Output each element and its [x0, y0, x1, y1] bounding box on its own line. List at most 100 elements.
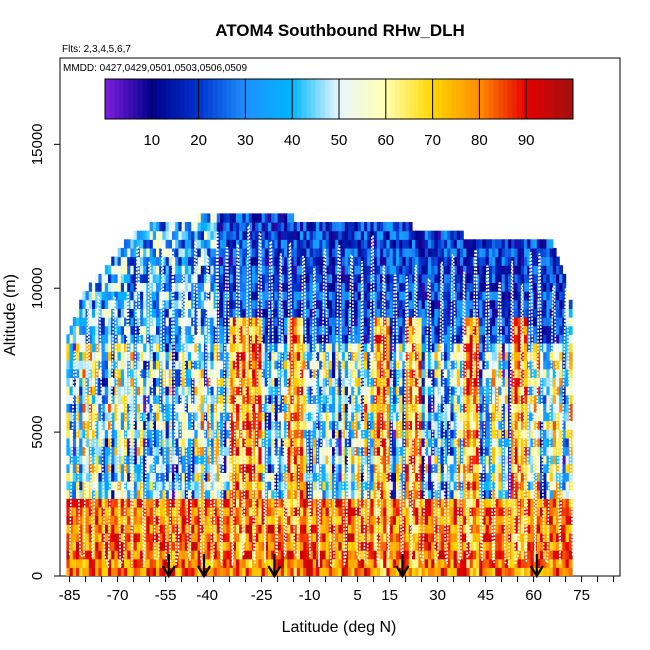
heatmap-cell: [204, 213, 208, 223]
heatmap-cell: [210, 342, 215, 353]
heatmap-cell: [207, 377, 211, 387]
heatmap-cell: [146, 403, 151, 413]
heatmap-cell: [136, 437, 141, 448]
heatmap-cell: [216, 455, 221, 465]
heatmap-cell: [175, 446, 179, 456]
heatmap-cell: [114, 506, 119, 517]
heatmap-cell: [149, 230, 154, 240]
heatmap-cell: [175, 342, 179, 353]
heatmap-cell: [200, 403, 205, 413]
heatmap-cell: [168, 239, 173, 249]
heatmap-cell: [220, 403, 224, 413]
heatmap-cell: [165, 265, 170, 275]
heatmap-cell: [88, 506, 93, 517]
heatmap-cell: [108, 446, 112, 456]
heatmap-cell: [104, 291, 109, 301]
heatmap-cell: [213, 498, 218, 508]
heatmap-cell: [92, 446, 96, 456]
heatmap-cell: [216, 446, 221, 456]
heatmap-cell: [261, 515, 266, 525]
heatmap-cell: [140, 541, 144, 551]
heatmap-cell: [197, 222, 202, 232]
heatmap-cell: [140, 265, 144, 275]
heatmap-cell: [114, 420, 119, 430]
heatmap-cell: [184, 265, 189, 275]
heatmap-cell: [156, 420, 160, 430]
heatmap-cell: [194, 360, 199, 370]
heatmap-cell: [143, 558, 147, 568]
heatmap-cell: [213, 541, 218, 551]
heatmap-cell: [120, 351, 125, 361]
heatmap-cell: [207, 472, 211, 482]
heatmap-cell: [120, 532, 125, 543]
heatmap-cell: [258, 420, 263, 430]
heatmap-cell: [111, 368, 115, 379]
heatmap-cell: [255, 360, 259, 370]
heatmap-cell: [127, 541, 131, 551]
heatmap-cell: [188, 437, 192, 448]
heatmap-cell: [213, 532, 218, 543]
heatmap-cell: [104, 265, 109, 275]
heatmap-cell: [261, 455, 266, 465]
heatmap-cell: [226, 524, 231, 534]
heatmap-cell: [210, 394, 215, 404]
heatmap-cell: [82, 403, 87, 413]
heatmap-cell: [98, 282, 103, 292]
heatmap-cell: [210, 317, 215, 327]
heatmap-cell: [232, 299, 237, 309]
heatmap-cell: [146, 515, 151, 525]
heatmap-cell: [223, 481, 227, 491]
heatmap-cell: [188, 429, 192, 439]
heatmap-cell: [204, 239, 208, 249]
heatmap-cell: [120, 489, 125, 499]
heatmap-cell: [162, 429, 167, 439]
heatmap-cell: [220, 360, 224, 370]
heatmap-cell: [188, 342, 192, 353]
heatmap-cell: [210, 463, 215, 473]
heatmap-cell: [88, 481, 93, 491]
heatmap-cell: [264, 394, 269, 404]
heatmap-cell: [242, 386, 247, 396]
heatmap-cell: [92, 429, 96, 439]
heatmap-cell: [194, 515, 199, 525]
heatmap-cell: [264, 299, 269, 309]
heatmap-cell: [207, 567, 211, 576]
heatmap-cell: [242, 247, 247, 258]
heatmap-cell: [207, 455, 211, 465]
heatmap-cell: [172, 558, 176, 568]
heatmap-cell: [245, 273, 250, 284]
heatmap-cell: [191, 222, 195, 232]
heatmap-cell: [117, 317, 122, 327]
heatmap-cell: [178, 342, 183, 353]
heatmap-cell: [104, 515, 109, 525]
heatmap-cell: [175, 541, 179, 551]
heatmap-cell: [236, 437, 240, 448]
heatmap-cell: [152, 386, 157, 396]
heatmap-cell: [245, 567, 250, 576]
heatmap-cell: [210, 515, 215, 525]
heatmap-cell: [124, 455, 128, 465]
heatmap-cell: [204, 222, 208, 232]
heatmap-cell: [101, 360, 106, 370]
heatmap-cell: [184, 247, 189, 258]
heatmap-cell: [264, 351, 269, 361]
heatmap-cell: [239, 506, 243, 517]
heatmap-cell: [229, 256, 234, 266]
heatmap-cell: [200, 282, 205, 292]
heatmap-cell: [204, 558, 208, 568]
heatmap-cell: [200, 515, 205, 525]
heatmap-cell: [248, 515, 253, 525]
heatmap-cell: [226, 481, 231, 491]
heatmap-cell: [143, 291, 147, 301]
heatmap-cell: [200, 498, 205, 508]
heatmap-cell: [101, 429, 106, 439]
heatmap-cell: [117, 515, 122, 525]
heatmap-cell: [210, 558, 215, 568]
heatmap-cell: [136, 541, 141, 551]
heatmap-cell: [264, 506, 269, 517]
heatmap-cell: [200, 351, 205, 361]
heatmap-cell: [108, 282, 112, 292]
heatmap-cell: [236, 299, 240, 309]
heatmap-cell: [178, 498, 183, 508]
heatmap-cell: [124, 273, 128, 284]
